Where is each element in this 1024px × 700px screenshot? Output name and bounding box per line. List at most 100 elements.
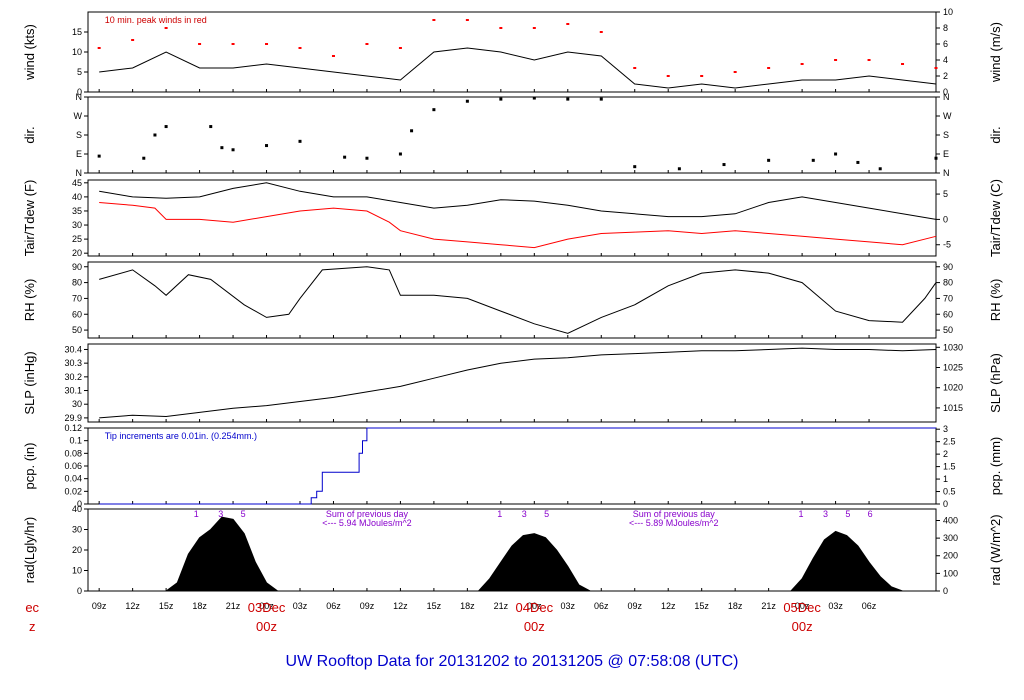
- x-tick-label: 09z: [92, 601, 107, 611]
- data-point: [532, 96, 536, 100]
- series-line: [99, 427, 936, 505]
- y-tick-label-right: 5: [943, 189, 948, 199]
- series-area: [165, 516, 903, 592]
- y-tick-label-right: 4: [943, 55, 948, 65]
- y-axis-label-right: dir.: [988, 126, 1003, 143]
- data-point: [677, 167, 681, 171]
- y-tick-label: 0.06: [64, 461, 82, 471]
- data-point: [97, 154, 101, 158]
- data-point: [343, 155, 347, 159]
- y-axis-label: rad(Lgly/hr): [22, 517, 37, 583]
- data-point: [298, 139, 302, 143]
- x-tick-label: 00z: [259, 601, 274, 611]
- y-tick-label-right: 90: [943, 262, 953, 272]
- x-tick-label: 03z: [828, 601, 843, 611]
- data-point: [432, 19, 436, 21]
- y-tick-label-right: 0: [943, 586, 948, 596]
- y-tick-label: 40: [72, 504, 82, 514]
- data-point: [633, 67, 637, 69]
- y-axis-label: SLP (inHg): [22, 351, 37, 414]
- x-tick-label: 09z: [627, 601, 642, 611]
- y-tick-label-right: W: [943, 111, 952, 121]
- data-point: [410, 129, 414, 133]
- chart-title: UW Rooftop Data for 20131202 to 20131205…: [286, 653, 739, 670]
- radiation-annotation: Sum of previous day: [633, 509, 716, 519]
- radiation-annotation: 5: [845, 509, 850, 519]
- data-point: [398, 47, 402, 49]
- y-tick-label: N: [76, 92, 83, 102]
- y-tick-label-right: 2.5: [943, 437, 956, 447]
- data-point: [142, 156, 146, 160]
- y-axis-label-right: SLP (hPa): [988, 353, 1003, 413]
- y-tick-label-right: 80: [943, 278, 953, 288]
- y-tick-label-right: -5: [943, 240, 951, 250]
- series-line: [99, 182, 937, 220]
- y-axis-label: wind (kts): [22, 24, 37, 81]
- y-tick-label-right: 200: [943, 551, 958, 561]
- y-tick-label: 29.9: [64, 413, 82, 423]
- y-tick-label: 20: [72, 545, 82, 555]
- x-axis: 09z 12z 15z 18z 21z 00z 03z 06z 09z 12z 15z 18z 21z 0…: [25, 600, 876, 634]
- data-point: [231, 148, 235, 152]
- series-line: [99, 202, 937, 249]
- y-tick-label: 30.1: [64, 386, 82, 396]
- x-tick-label: 15z: [159, 601, 174, 611]
- x-tick-label: 03z: [293, 601, 308, 611]
- radiation-annotation: <--- 5.94 MJoules/m^2: [322, 518, 412, 528]
- panel-5: 0 0.02 0.04 0.06 0.08 0.1 0.12 0 0.5 1 1.5 2 2.5 3 pcp…: [22, 423, 1003, 509]
- radiation-annotation: 3: [218, 509, 223, 519]
- x-day-label-hour: 00z: [792, 619, 813, 634]
- data-point: [934, 156, 938, 160]
- data-point: [733, 71, 737, 73]
- y-tick-label: W: [74, 111, 83, 121]
- y-tick-label: 40: [72, 192, 82, 202]
- data-point: [834, 59, 838, 61]
- series-points: [97, 96, 938, 171]
- panel-2: 20 25 30 35 40 45 -5 0 5 Tair/Tdew (F) Tair/Tdew (…: [22, 178, 1003, 258]
- x-tick-label: 12z: [661, 601, 676, 611]
- data-point: [432, 108, 436, 112]
- y-tick-label: 15: [72, 27, 82, 37]
- x-tick-label: 03z: [561, 601, 576, 611]
- y-tick-label: 10: [72, 47, 82, 57]
- radiation-annotation: <--- 5.89 MJoules/m^2: [629, 518, 719, 528]
- y-tick-label: 0.1: [69, 436, 82, 446]
- radiation-annotation: Sum of previous day: [326, 509, 409, 519]
- y-tick-label: 0.08: [64, 448, 82, 458]
- data-point: [867, 59, 871, 61]
- y-tick-label-right: 1030: [943, 342, 963, 352]
- y-tick-label: N: [76, 168, 83, 178]
- y-tick-label: 45: [72, 178, 82, 188]
- x-day-label-hour: z: [29, 619, 36, 634]
- y-tick-label: 30.2: [64, 372, 82, 382]
- data-point: [265, 43, 269, 45]
- radiation-annotation: 1: [798, 509, 803, 519]
- data-point: [153, 133, 157, 137]
- y-axis-label: RH (%): [22, 279, 37, 322]
- y-tick-label-right: 0: [943, 214, 948, 224]
- data-point: [164, 27, 168, 29]
- data-point: [811, 158, 815, 162]
- x-tick-label: 06z: [326, 601, 341, 611]
- radiation-annotation: 5: [241, 509, 246, 519]
- data-point: [465, 19, 469, 21]
- data-point: [532, 27, 536, 29]
- radiation-annotation: 3: [823, 509, 828, 519]
- x-tick-label: 12z: [393, 601, 408, 611]
- y-tick-label-right: 3: [943, 424, 948, 434]
- x-tick-label: 21z: [761, 601, 776, 611]
- y-tick-label-right: S: [943, 130, 949, 140]
- panel-0: 0 5 10 15 0 2 4 6 8 10 wind (kts) wind (m/s) 10 min.…: [22, 7, 1003, 97]
- data-point: [298, 47, 302, 49]
- data-point: [499, 97, 503, 101]
- data-point: [834, 152, 838, 156]
- data-point: [365, 43, 369, 45]
- data-point: [231, 43, 235, 45]
- y-tick-label: 30: [72, 525, 82, 535]
- x-day-label: 05Dec: [783, 600, 821, 615]
- data-point: [131, 39, 135, 41]
- y-tick-label-right: 70: [943, 293, 953, 303]
- y-tick-label: S: [76, 130, 82, 140]
- x-day-label: ec: [25, 600, 39, 615]
